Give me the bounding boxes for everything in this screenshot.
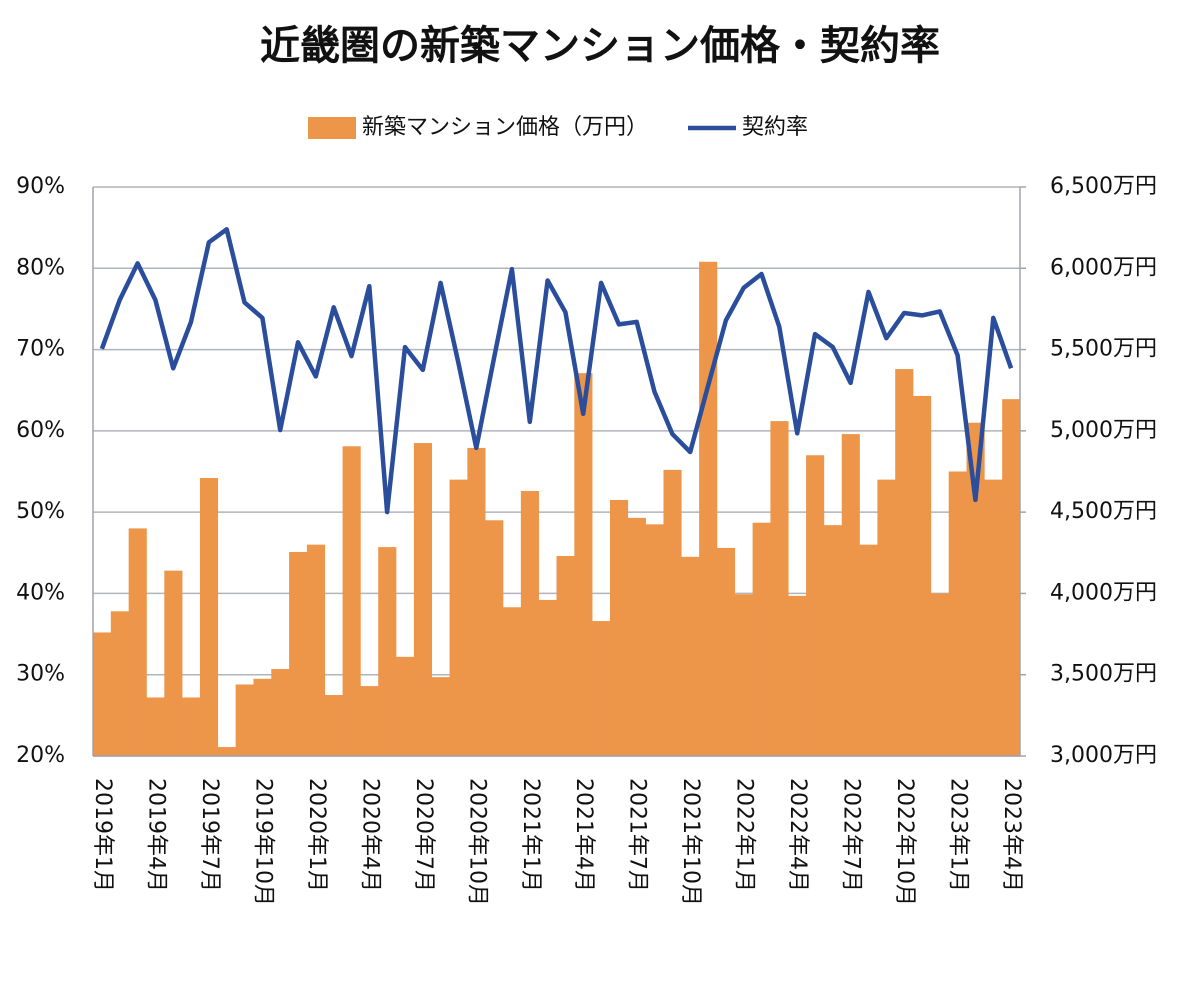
x-tick-label: 2023年4月	[999, 778, 1024, 892]
x-tick-label: 2022年7月	[839, 778, 864, 892]
bar	[627, 517, 646, 756]
y2-tick-label: 5,000万円	[1050, 418, 1157, 443]
y-tick-label: 90%	[16, 174, 65, 199]
bar	[110, 611, 129, 756]
bar	[538, 599, 557, 756]
bar	[449, 479, 468, 756]
y-tick-label: 60%	[16, 418, 65, 443]
bar	[663, 469, 682, 756]
x-tick-label: 2021年7月	[625, 778, 650, 892]
bar	[752, 522, 771, 756]
bar	[984, 479, 1003, 756]
line	[99, 227, 1014, 515]
y2-tick-label: 3,000万円	[1050, 743, 1157, 768]
bar	[182, 697, 201, 756]
bar	[413, 443, 433, 756]
bar	[378, 547, 397, 756]
bar	[253, 678, 272, 756]
bar	[788, 595, 807, 756]
x-tick-label: 2021年10月	[678, 778, 703, 906]
bar	[306, 544, 326, 756]
bar	[823, 525, 843, 756]
x-tick-label: 2019年1月	[90, 778, 115, 892]
bar	[948, 471, 967, 756]
bar	[877, 479, 896, 756]
x-tick-label: 2019年7月	[197, 778, 222, 892]
x-tick-label: 2020年4月	[357, 778, 382, 892]
bar	[1002, 399, 1021, 756]
bar	[556, 556, 575, 756]
chart-title: 近畿圏の新築マンション価格・契約率	[260, 23, 940, 69]
bar	[164, 570, 183, 756]
x-tick-label: 2019年4月	[143, 778, 168, 892]
y2-tick-label: 6,500万円	[1050, 174, 1157, 199]
y2-tick-label: 6,000万円	[1050, 255, 1157, 280]
bar	[324, 695, 343, 756]
lines	[99, 227, 1014, 515]
bar	[841, 434, 860, 756]
bar	[235, 684, 254, 756]
x-tick-label: 2021年1月	[518, 778, 543, 892]
y2-tick-label: 4,000万円	[1050, 580, 1157, 605]
bar	[289, 551, 308, 756]
bar	[592, 621, 611, 756]
bar	[806, 455, 825, 756]
bars	[93, 261, 1021, 756]
y-tick-label: 50%	[16, 499, 65, 524]
bar	[699, 261, 718, 756]
y2-tick-label: 5,500万円	[1050, 337, 1157, 362]
bar	[930, 593, 949, 756]
legend-label: 契約率	[742, 115, 808, 140]
bar	[609, 499, 629, 756]
bar	[913, 395, 932, 756]
bar	[271, 669, 290, 756]
bar	[859, 544, 878, 756]
x-tick-label: 2020年1月	[304, 778, 329, 892]
bar	[520, 491, 539, 756]
bar	[770, 421, 789, 756]
bar	[681, 556, 700, 756]
bar	[895, 369, 914, 756]
bar	[217, 747, 236, 756]
bar	[342, 446, 361, 756]
bar	[574, 373, 593, 756]
bar	[966, 422, 985, 756]
x-tick-label: 2019年10月	[250, 778, 275, 906]
x-tick-label: 2023年1月	[946, 778, 971, 892]
y-tick-label: 40%	[16, 580, 65, 605]
y-tick-label: 80%	[16, 255, 65, 280]
bar	[734, 594, 753, 756]
y2-tick-label: 4,500万円	[1050, 499, 1157, 524]
y-tick-label: 70%	[16, 337, 65, 362]
bar	[199, 478, 219, 756]
bar	[645, 524, 664, 756]
bar	[396, 656, 415, 756]
bar	[503, 607, 522, 756]
y-tick-label: 20%	[16, 743, 65, 768]
x-tick-label: 2020年10月	[464, 778, 489, 906]
x-tick-label: 2022年10月	[892, 778, 917, 906]
bar	[146, 697, 165, 756]
x-tick-label: 2020年7月	[411, 778, 436, 892]
legend-label: 新築マンション価格（万円）	[362, 115, 648, 140]
bar	[431, 677, 450, 756]
x-tick-label: 2022年4月	[785, 778, 810, 892]
bar	[360, 686, 379, 756]
bar	[128, 528, 147, 756]
x-tick-label: 2021年4月	[571, 778, 596, 892]
y2-tick-label: 3,500万円	[1050, 662, 1157, 687]
x-tick-label: 2022年1月	[732, 778, 757, 892]
bar	[93, 632, 112, 756]
legend-swatch	[308, 117, 356, 139]
bar	[716, 547, 736, 756]
bar	[485, 520, 504, 756]
bar	[467, 447, 486, 756]
y-tick-label: 30%	[16, 662, 65, 687]
